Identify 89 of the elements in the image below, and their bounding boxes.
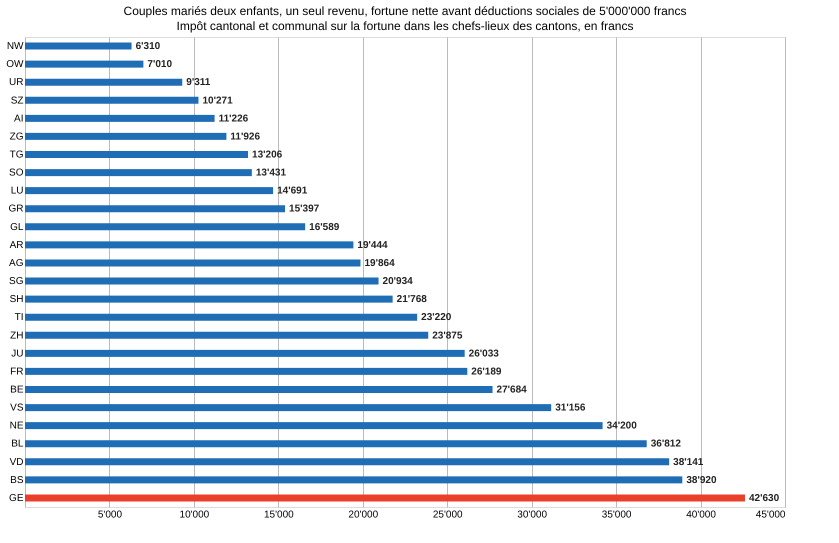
y-tick-label: BL	[11, 438, 24, 450]
y-tick-label: AI	[14, 113, 24, 124]
data-label: 26'033	[468, 348, 500, 360]
bar	[25, 494, 745, 502]
y-tick-label: GE	[9, 492, 24, 504]
data-label: 20'934	[382, 276, 414, 288]
bar	[25, 458, 670, 466]
bar	[25, 350, 465, 357]
y-tick-label: VS	[10, 402, 24, 414]
bar	[25, 440, 647, 448]
data-label: 27'684	[496, 384, 528, 396]
y-tick-label: SH	[10, 294, 24, 306]
y-tick-label: TG	[10, 150, 24, 160]
data-label: 19'444	[357, 240, 388, 251]
y-tick-label: FR	[10, 366, 24, 378]
y-tick-label: LU	[10, 186, 24, 197]
data-label: 7'010	[147, 59, 172, 70]
y-tick-label: BE	[10, 384, 24, 396]
data-label: 13'431	[256, 168, 286, 179]
y-tick-label: ZH	[10, 330, 24, 342]
y-tick-label: AR	[10, 240, 24, 251]
bar	[25, 241, 354, 248]
chart-subtitle: Impôt cantonal et communal sur la fortune dans les chefs-lieux des cantons, en francs	[176, 19, 634, 33]
bar	[25, 96, 198, 104]
y-tick-label: SG	[9, 276, 24, 288]
y-tick-label: NW	[6, 41, 24, 52]
data-label: 10'271	[202, 95, 234, 106]
chart-title: Couples mariés deux enfants, un seul revenu, fortune nette avant déductions sociales de 5'000'000 francs	[124, 4, 686, 18]
data-label: 36'812	[650, 438, 682, 450]
x-tick-label: 20'000	[348, 510, 379, 520]
y-tick-label: NE	[10, 420, 24, 432]
y-tick-label: TI	[14, 312, 24, 324]
bar	[25, 205, 286, 212]
bar	[25, 422, 603, 430]
data-label: 13'206	[252, 150, 283, 160]
y-tick-label: UR	[9, 77, 24, 88]
x-tick-label: 15'000	[264, 510, 294, 520]
y-tick-label: GR	[8, 204, 24, 215]
bar	[25, 169, 252, 176]
bar	[25, 132, 226, 140]
data-label: 19'864	[364, 258, 396, 269]
y-tick-label: GL	[10, 222, 24, 233]
y-tick-label: ZG	[10, 131, 24, 142]
data-label: 9'311	[186, 77, 211, 88]
data-label: 34'200	[606, 420, 638, 432]
bar	[25, 386, 493, 393]
data-label: 16'589	[309, 222, 340, 233]
data-label: 11'926	[230, 131, 260, 142]
y-tick-label: AG	[9, 258, 24, 269]
data-label: 23'875	[432, 330, 463, 342]
y-tick-label: VD	[10, 456, 24, 468]
bar	[25, 476, 682, 484]
bar	[25, 259, 360, 266]
data-label: 38'141	[673, 456, 704, 468]
y-tick-label: JU	[11, 348, 24, 360]
data-label: 21'768	[396, 294, 428, 306]
bar	[25, 60, 144, 68]
y-tick-label: OW	[6, 59, 24, 70]
x-tick-label: 45'000	[756, 510, 786, 520]
bar	[25, 151, 248, 158]
data-label: 42'630	[748, 492, 780, 504]
x-tick-label: 5'000	[98, 510, 122, 520]
bar	[25, 223, 306, 230]
data-label: 26'189	[471, 366, 502, 378]
data-label: 6'310	[136, 41, 161, 52]
bar	[25, 404, 552, 412]
y-tick-label: SO	[9, 168, 24, 179]
data-label: 38'920	[686, 474, 717, 486]
x-tick-label: 25'000	[432, 510, 464, 520]
data-label: 11'226	[218, 113, 249, 124]
bar	[25, 296, 393, 303]
x-tick-label: 10'000	[180, 510, 210, 520]
x-tick-label: 35'000	[602, 510, 632, 520]
data-label: 15'397	[289, 204, 320, 215]
data-label: 14'691	[277, 186, 308, 197]
bar	[25, 278, 379, 285]
bar	[25, 314, 418, 321]
bar	[25, 78, 182, 86]
bar	[25, 368, 468, 375]
data-label: 23'220	[421, 312, 452, 324]
bar	[25, 187, 274, 194]
x-tick-label: 30'000	[517, 510, 548, 520]
bar	[25, 114, 215, 122]
bar	[25, 42, 132, 50]
bar	[25, 332, 428, 339]
y-tick-label: SZ	[10, 95, 24, 106]
y-tick-label: BS	[10, 474, 24, 486]
x-tick-label: 40'000	[686, 510, 716, 520]
data-label: 31'156	[555, 402, 586, 414]
